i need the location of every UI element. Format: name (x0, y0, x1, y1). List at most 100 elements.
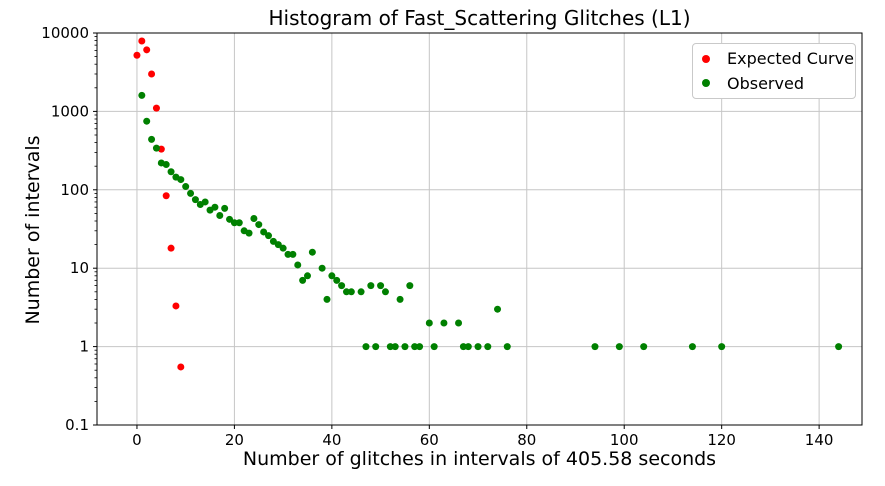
data-point-observed (211, 203, 219, 211)
data-point-observed (362, 343, 370, 351)
red-dot-icon (702, 54, 710, 63)
data-point-observed (299, 276, 307, 284)
data-point-expected (162, 192, 170, 200)
data-point-observed (274, 241, 282, 249)
data-point-observed (386, 343, 394, 351)
y-tick-label: 1000 (51, 102, 89, 120)
data-point-observed (333, 276, 341, 284)
data-point-expected (143, 46, 151, 54)
data-point-observed (338, 282, 346, 290)
data-point-observed (221, 204, 229, 212)
x-tick-label: 60 (420, 431, 439, 449)
data-point-expected (177, 363, 185, 371)
data-point-observed (411, 343, 419, 351)
data-point-observed (143, 117, 151, 125)
data-point-observed (230, 219, 238, 227)
data-point-observed (357, 288, 365, 296)
y-tick-label: 1 (79, 338, 89, 356)
data-point-observed (308, 248, 316, 256)
green-dot-icon (702, 79, 710, 88)
data-point-observed (406, 282, 414, 290)
data-point-observed (284, 250, 292, 258)
data-point-observed (177, 176, 185, 184)
y-tick-label: 10000 (41, 24, 89, 42)
data-point-observed (367, 282, 375, 290)
data-point-observed (401, 343, 409, 351)
data-point-observed (255, 221, 263, 229)
data-point-expected (138, 37, 146, 45)
data-point-observed (191, 196, 199, 204)
data-point-observed (138, 91, 146, 99)
data-point-observed (342, 288, 350, 296)
data-point-observed (279, 244, 287, 252)
data-point-observed (591, 343, 599, 351)
data-point-observed (688, 343, 696, 351)
legend-item-observed: Observed (702, 74, 855, 93)
y-axis-label: Number of intervals (22, 135, 44, 325)
data-point-observed (474, 343, 482, 351)
data-point-observed (391, 343, 399, 351)
data-point-observed (835, 343, 843, 351)
data-point-observed (226, 215, 234, 223)
data-point-observed (455, 319, 463, 327)
y-tick-label: 0.1 (65, 416, 89, 434)
data-point-observed (494, 305, 502, 313)
data-point-observed (250, 215, 258, 223)
legend-label: Observed (727, 73, 804, 93)
data-point-observed (615, 343, 623, 351)
data-point-observed (162, 161, 170, 169)
data-point-observed (303, 272, 311, 280)
data-point-observed (503, 343, 511, 351)
data-point-observed (152, 144, 160, 152)
x-tick-label: 140 (805, 431, 834, 449)
y-tick-label: 10 (70, 259, 89, 277)
x-tick-label: 80 (517, 431, 536, 449)
data-point-observed (318, 264, 326, 272)
data-point-observed (216, 212, 224, 220)
data-point-observed (425, 319, 433, 327)
data-point-expected (172, 302, 180, 310)
data-point-observed (289, 250, 297, 258)
data-point-observed (323, 295, 331, 303)
data-point-observed (396, 295, 404, 303)
legend-label: Expected Curve (727, 49, 854, 69)
data-point-observed (245, 229, 253, 237)
data-point-expected (133, 51, 141, 59)
data-point-observed (235, 219, 243, 227)
data-point-observed (718, 343, 726, 351)
data-point-observed (416, 343, 424, 351)
x-tick-label: 120 (707, 431, 736, 449)
data-point-expected (148, 70, 156, 78)
data-point-observed (377, 282, 385, 290)
data-point-observed (347, 288, 355, 296)
legend: Expected Curve Observed (692, 43, 856, 99)
data-point-observed (440, 319, 448, 327)
data-point-observed (265, 232, 273, 240)
data-point-observed (148, 135, 156, 143)
x-axis-label: Number of glitches in intervals of 405.5… (242, 448, 717, 470)
y-tick-label: 100 (60, 181, 89, 199)
data-point-expected (152, 104, 160, 112)
data-point-expected (167, 244, 175, 252)
data-point-observed (167, 168, 175, 176)
plot-spine (96, 32, 863, 426)
data-point-observed (484, 343, 492, 351)
data-point-observed (430, 343, 438, 351)
data-point-observed (459, 343, 467, 351)
data-point-observed (294, 261, 302, 269)
data-point-observed (187, 189, 195, 197)
data-point-observed (372, 343, 380, 351)
data-point-observed (182, 183, 190, 191)
legend-item-expected: Expected Curve (702, 49, 855, 68)
chart-title: Histogram of Fast_Scattering Glitches (L… (268, 6, 691, 30)
data-point-observed (464, 343, 472, 351)
x-tick-label: 40 (322, 431, 341, 449)
x-tick-label: 20 (225, 431, 244, 449)
data-point-observed (201, 198, 209, 206)
data-point-observed (328, 272, 336, 280)
data-point-observed (640, 343, 648, 351)
x-tick-label: 0 (132, 431, 142, 449)
x-tick-label: 100 (610, 431, 639, 449)
